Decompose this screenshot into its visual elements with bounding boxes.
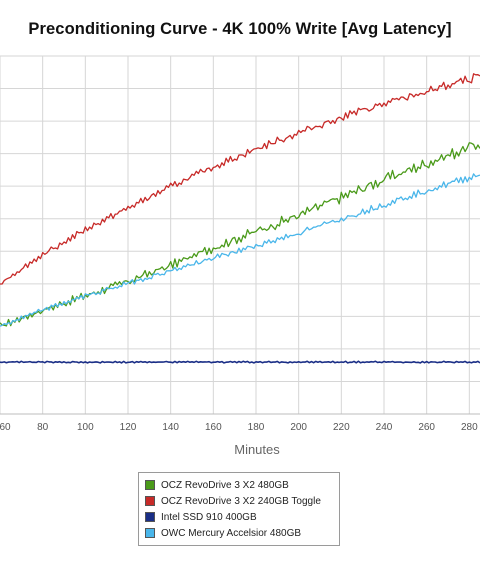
legend-item: OWC Mercury Accelsior 480GB xyxy=(145,525,339,541)
legend-swatch xyxy=(145,496,155,506)
legend-item: Intel SSD 910 400GB xyxy=(145,509,339,525)
x-tick-label: 200 xyxy=(290,422,307,433)
x-tick-label: 260 xyxy=(418,422,435,433)
legend-label: Intel SSD 910 400GB xyxy=(161,511,257,523)
x-tick-label: 220 xyxy=(333,422,350,433)
x-tick-label: 180 xyxy=(248,422,265,433)
chart-plot: 60 80 100 120 140 160 180 200 220 240 260 280 Minute… xyxy=(0,55,480,457)
legend-swatch xyxy=(145,480,155,490)
x-tick-label: 120 xyxy=(120,422,137,433)
legend-swatch xyxy=(145,528,155,538)
x-tick-label: 160 xyxy=(205,422,222,433)
legend-swatch xyxy=(145,512,155,522)
legend-label: OCZ RevoDrive 3 X2 480GB xyxy=(161,479,289,491)
x-tick-label: 240 xyxy=(376,422,393,433)
legend-label: OWC Mercury Accelsior 480GB xyxy=(161,527,302,539)
x-tick-label: 60 xyxy=(0,422,11,433)
x-tick-label: 100 xyxy=(77,422,94,433)
x-tick-label: 80 xyxy=(37,422,49,433)
series-line xyxy=(0,360,480,364)
chart-title: Preconditioning Curve - 4K 100% Write [A… xyxy=(28,20,452,38)
series-line xyxy=(0,173,480,327)
legend-item: OCZ RevoDrive 3 X2 240GB Toggle xyxy=(145,493,339,509)
legend-label: OCZ RevoDrive 3 X2 240GB Toggle xyxy=(161,495,321,507)
chart-legend: OCZ RevoDrive 3 X2 480GB OCZ RevoDrive 3 … xyxy=(138,472,340,546)
legend-item: OCZ RevoDrive 3 X2 480GB xyxy=(145,477,339,493)
x-axis-label: Minutes xyxy=(234,442,280,457)
series-line xyxy=(0,73,480,285)
x-tick-label: 140 xyxy=(162,422,179,433)
x-tick-label: 280 xyxy=(461,422,478,433)
